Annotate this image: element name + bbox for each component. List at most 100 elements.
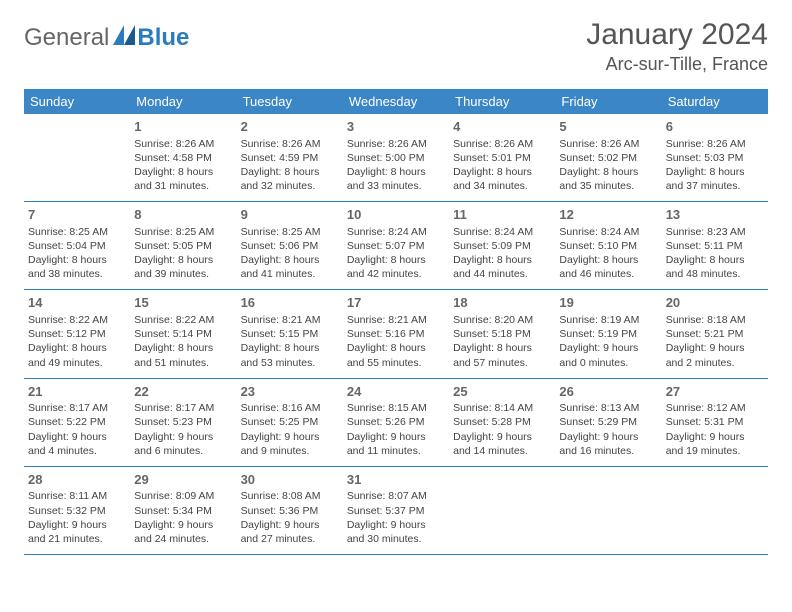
calendar-week-row: 14Sunrise: 8:22 AMSunset: 5:12 PMDayligh… xyxy=(24,290,768,378)
day-number: 24 xyxy=(347,383,445,401)
day-number: 19 xyxy=(559,294,657,312)
sunrise-line: Sunrise: 8:26 AM xyxy=(666,137,764,151)
day-number: 9 xyxy=(241,206,339,224)
sunrise-line: Sunrise: 8:13 AM xyxy=(559,401,657,415)
day-number: 10 xyxy=(347,206,445,224)
calendar-week-row: 1Sunrise: 8:26 AMSunset: 4:58 PMDaylight… xyxy=(24,114,768,202)
sunset-line: Sunset: 4:59 PM xyxy=(241,151,339,165)
calendar-cell: 24Sunrise: 8:15 AMSunset: 5:26 PMDayligh… xyxy=(343,378,449,466)
sunset-line: Sunset: 5:28 PM xyxy=(453,415,551,429)
sunset-line: Sunset: 5:19 PM xyxy=(559,327,657,341)
sunset-line: Sunset: 5:26 PM xyxy=(347,415,445,429)
calendar-cell: 25Sunrise: 8:14 AMSunset: 5:28 PMDayligh… xyxy=(449,378,555,466)
sunrise-line: Sunrise: 8:17 AM xyxy=(28,401,126,415)
sunset-line: Sunset: 5:10 PM xyxy=(559,239,657,253)
day-number: 28 xyxy=(28,471,126,489)
day-number: 1 xyxy=(134,118,232,136)
calendar-cell: 10Sunrise: 8:24 AMSunset: 5:07 PMDayligh… xyxy=(343,202,449,290)
day-number: 16 xyxy=(241,294,339,312)
sunrise-line: Sunrise: 8:26 AM xyxy=(347,137,445,151)
sunrise-line: Sunrise: 8:21 AM xyxy=(347,313,445,327)
day-number: 31 xyxy=(347,471,445,489)
weekday-header: Friday xyxy=(555,89,661,114)
day-number: 26 xyxy=(559,383,657,401)
daylight-line: Daylight: 9 hours and 30 minutes. xyxy=(347,518,445,546)
day-number: 3 xyxy=(347,118,445,136)
sunset-line: Sunset: 5:36 PM xyxy=(241,504,339,518)
calendar-cell: 8Sunrise: 8:25 AMSunset: 5:05 PMDaylight… xyxy=(130,202,236,290)
calendar-cell: 13Sunrise: 8:23 AMSunset: 5:11 PMDayligh… xyxy=(662,202,768,290)
day-number: 2 xyxy=(241,118,339,136)
brand-logo: General Blue xyxy=(24,24,189,52)
calendar-cell: 14Sunrise: 8:22 AMSunset: 5:12 PMDayligh… xyxy=(24,290,130,378)
calendar-cell: 15Sunrise: 8:22 AMSunset: 5:14 PMDayligh… xyxy=(130,290,236,378)
sunrise-line: Sunrise: 8:11 AM xyxy=(28,489,126,503)
title-block: January 2024 Arc-sur-Tille, France xyxy=(586,18,768,75)
day-number: 13 xyxy=(666,206,764,224)
daylight-line: Daylight: 9 hours and 2 minutes. xyxy=(666,341,764,369)
location-label: Arc-sur-Tille, France xyxy=(586,54,768,75)
calendar-cell: 5Sunrise: 8:26 AMSunset: 5:02 PMDaylight… xyxy=(555,114,661,202)
sunset-line: Sunset: 5:22 PM xyxy=(28,415,126,429)
calendar-cell: 9Sunrise: 8:25 AMSunset: 5:06 PMDaylight… xyxy=(237,202,343,290)
calendar-body: 1Sunrise: 8:26 AMSunset: 4:58 PMDaylight… xyxy=(24,114,768,555)
sunrise-line: Sunrise: 8:15 AM xyxy=(347,401,445,415)
sunrise-line: Sunrise: 8:08 AM xyxy=(241,489,339,503)
sunrise-line: Sunrise: 8:26 AM xyxy=(559,137,657,151)
logo-icon xyxy=(113,24,135,52)
calendar-cell: 26Sunrise: 8:13 AMSunset: 5:29 PMDayligh… xyxy=(555,378,661,466)
sunset-line: Sunset: 5:29 PM xyxy=(559,415,657,429)
sunset-line: Sunset: 5:09 PM xyxy=(453,239,551,253)
daylight-line: Daylight: 9 hours and 0 minutes. xyxy=(559,341,657,369)
day-number: 20 xyxy=(666,294,764,312)
sunrise-line: Sunrise: 8:26 AM xyxy=(241,137,339,151)
daylight-line: Daylight: 8 hours and 53 minutes. xyxy=(241,341,339,369)
daylight-line: Daylight: 8 hours and 35 minutes. xyxy=(559,165,657,193)
calendar-week-row: 21Sunrise: 8:17 AMSunset: 5:22 PMDayligh… xyxy=(24,378,768,466)
calendar-cell: 12Sunrise: 8:24 AMSunset: 5:10 PMDayligh… xyxy=(555,202,661,290)
calendar-cell: 30Sunrise: 8:08 AMSunset: 5:36 PMDayligh… xyxy=(237,466,343,554)
sunrise-line: Sunrise: 8:24 AM xyxy=(453,225,551,239)
sunset-line: Sunset: 5:37 PM xyxy=(347,504,445,518)
calendar-cell: 6Sunrise: 8:26 AMSunset: 5:03 PMDaylight… xyxy=(662,114,768,202)
sunset-line: Sunset: 5:05 PM xyxy=(134,239,232,253)
daylight-line: Daylight: 8 hours and 31 minutes. xyxy=(134,165,232,193)
sunrise-line: Sunrise: 8:09 AM xyxy=(134,489,232,503)
day-number: 7 xyxy=(28,206,126,224)
sunset-line: Sunset: 5:12 PM xyxy=(28,327,126,341)
sunrise-line: Sunrise: 8:19 AM xyxy=(559,313,657,327)
calendar-cell: 2Sunrise: 8:26 AMSunset: 4:59 PMDaylight… xyxy=(237,114,343,202)
sunset-line: Sunset: 5:23 PM xyxy=(134,415,232,429)
sunset-line: Sunset: 5:07 PM xyxy=(347,239,445,253)
daylight-line: Daylight: 9 hours and 16 minutes. xyxy=(559,430,657,458)
sunrise-line: Sunrise: 8:12 AM xyxy=(666,401,764,415)
calendar-cell: 28Sunrise: 8:11 AMSunset: 5:32 PMDayligh… xyxy=(24,466,130,554)
header: General Blue January 2024 Arc-sur-Tille,… xyxy=(24,18,768,75)
sunset-line: Sunset: 5:02 PM xyxy=(559,151,657,165)
sunset-line: Sunset: 5:21 PM xyxy=(666,327,764,341)
sunrise-line: Sunrise: 8:25 AM xyxy=(241,225,339,239)
sunrise-line: Sunrise: 8:24 AM xyxy=(347,225,445,239)
sunrise-line: Sunrise: 8:20 AM xyxy=(453,313,551,327)
sunrise-line: Sunrise: 8:22 AM xyxy=(28,313,126,327)
brand-part1: General xyxy=(24,24,109,52)
day-number: 15 xyxy=(134,294,232,312)
sunset-line: Sunset: 5:32 PM xyxy=(28,504,126,518)
sunrise-line: Sunrise: 8:07 AM xyxy=(347,489,445,503)
sunrise-line: Sunrise: 8:21 AM xyxy=(241,313,339,327)
day-number: 11 xyxy=(453,206,551,224)
weekday-header: Monday xyxy=(130,89,236,114)
daylight-line: Daylight: 9 hours and 4 minutes. xyxy=(28,430,126,458)
calendar-cell: 23Sunrise: 8:16 AMSunset: 5:25 PMDayligh… xyxy=(237,378,343,466)
day-number: 27 xyxy=(666,383,764,401)
sunrise-line: Sunrise: 8:26 AM xyxy=(453,137,551,151)
daylight-line: Daylight: 8 hours and 39 minutes. xyxy=(134,253,232,281)
day-number: 8 xyxy=(134,206,232,224)
calendar-cell xyxy=(555,466,661,554)
calendar-header-row: SundayMondayTuesdayWednesdayThursdayFrid… xyxy=(24,89,768,114)
calendar-cell: 4Sunrise: 8:26 AMSunset: 5:01 PMDaylight… xyxy=(449,114,555,202)
calendar-table: SundayMondayTuesdayWednesdayThursdayFrid… xyxy=(24,89,768,555)
day-number: 18 xyxy=(453,294,551,312)
calendar-week-row: 28Sunrise: 8:11 AMSunset: 5:32 PM Dayligh… xyxy=(24,466,768,554)
calendar-cell: 1Sunrise: 8:26 AMSunset: 4:58 PMDaylight… xyxy=(130,114,236,202)
